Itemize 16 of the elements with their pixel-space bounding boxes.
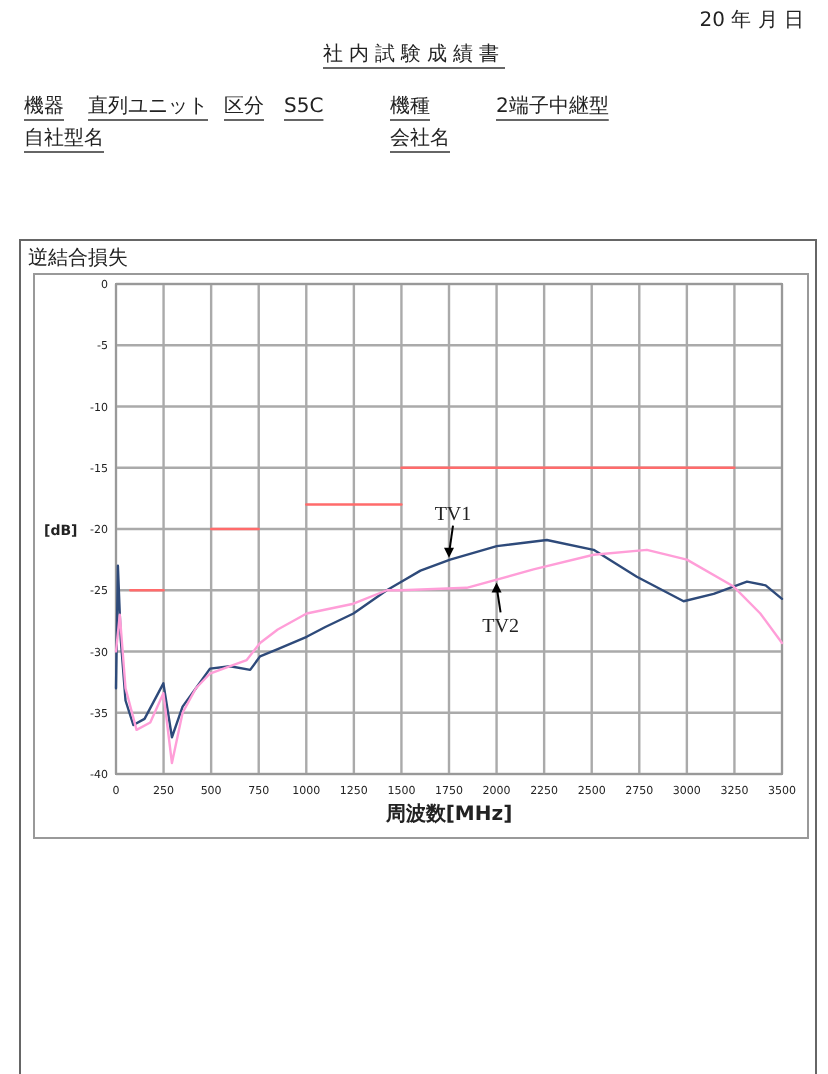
text: 会社名 xyxy=(390,126,450,150)
text: S5C xyxy=(284,96,324,118)
line-series xyxy=(114,538,784,739)
text: 機種 xyxy=(390,94,430,118)
chart-title: 社内試験成績書 xyxy=(323,42,505,66)
text: 区分 xyxy=(224,94,264,118)
line-series xyxy=(114,548,784,765)
text: 自社型名 xyxy=(24,126,104,150)
text: 20 年 月 日 xyxy=(699,8,804,32)
text: 直列ユニット xyxy=(88,94,208,118)
text: 機器 xyxy=(24,94,64,118)
annotation: TV1 xyxy=(434,503,472,526)
chart-subtitle: 逆結合損失 xyxy=(28,246,128,270)
x-axis-title: 周波数[MHz] xyxy=(383,802,513,826)
text: 2端子中継型 xyxy=(496,94,609,118)
annotation: TV2 xyxy=(482,616,519,639)
